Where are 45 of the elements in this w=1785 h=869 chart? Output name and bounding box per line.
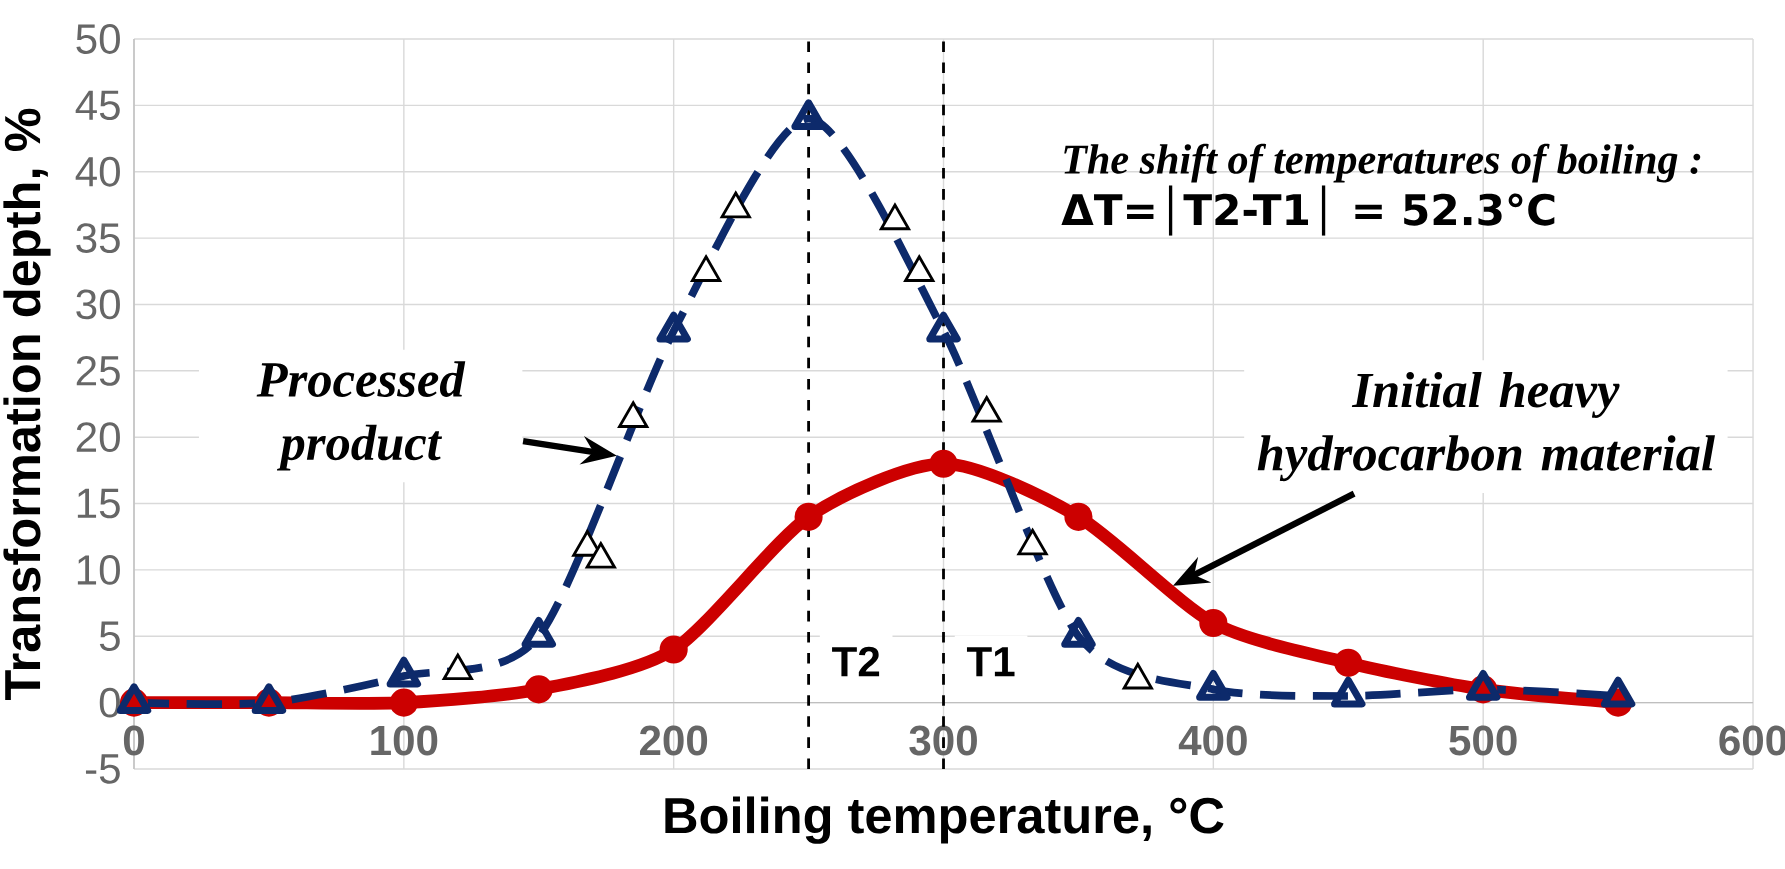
point bbox=[1196, 670, 1231, 701]
point bbox=[585, 542, 616, 569]
point bbox=[1017, 528, 1048, 556]
y-tick-label: 50 bbox=[76, 24, 120, 54]
point bbox=[386, 656, 422, 688]
y-tick-label: 0 bbox=[99, 687, 120, 718]
x-axis-title: Boiling temperature, °C bbox=[665, 796, 1224, 844]
y-tick-label: 15 bbox=[77, 488, 120, 519]
point bbox=[618, 401, 649, 428]
point bbox=[791, 99, 826, 131]
y-tick-label: 45 bbox=[75, 90, 120, 121]
y-tick-label: 30 bbox=[76, 289, 120, 320]
x-tick-label: 500 bbox=[1449, 725, 1517, 756]
point bbox=[879, 203, 911, 231]
point bbox=[926, 311, 961, 343]
annotation: Processed product bbox=[256, 361, 466, 471]
point bbox=[656, 311, 691, 343]
point bbox=[1061, 616, 1096, 648]
annotation: The shift of temperatures of boiling : bbox=[1064, 143, 1701, 183]
point bbox=[720, 191, 751, 219]
point bbox=[971, 396, 1002, 423]
point bbox=[690, 255, 722, 282]
x-tick-label: 100 bbox=[371, 725, 438, 756]
point bbox=[1122, 662, 1153, 690]
y-tick-label: 10 bbox=[77, 554, 120, 585]
y-tick-label: -5 bbox=[85, 754, 120, 784]
ref-line-label: T1 bbox=[966, 647, 1015, 677]
point bbox=[904, 255, 935, 282]
y-axis-title: Transformation depth, % bbox=[3, 108, 51, 701]
x-tick-label: 300 bbox=[909, 725, 977, 756]
point bbox=[1331, 676, 1366, 708]
x-tick-label: 0 bbox=[123, 725, 144, 756]
point bbox=[521, 616, 556, 648]
y-tick-label: 40 bbox=[75, 156, 120, 187]
y-tick-label: 20 bbox=[76, 422, 120, 453]
point bbox=[442, 653, 473, 681]
x-tick-label: 400 bbox=[1178, 725, 1247, 756]
ref-line-label: T2 bbox=[832, 646, 880, 677]
x-tick-label: 200 bbox=[639, 725, 708, 756]
y-tick-label: 5 bbox=[99, 621, 120, 651]
annotation: ΔT=│T2-T1│ = 52.3°C bbox=[1061, 185, 1555, 236]
y-tick-label: 35 bbox=[76, 223, 120, 253]
annotation: Initial heavy hydrocarbon material bbox=[1257, 371, 1715, 482]
y-tick-label: 25 bbox=[76, 355, 120, 386]
point bbox=[1600, 676, 1636, 708]
